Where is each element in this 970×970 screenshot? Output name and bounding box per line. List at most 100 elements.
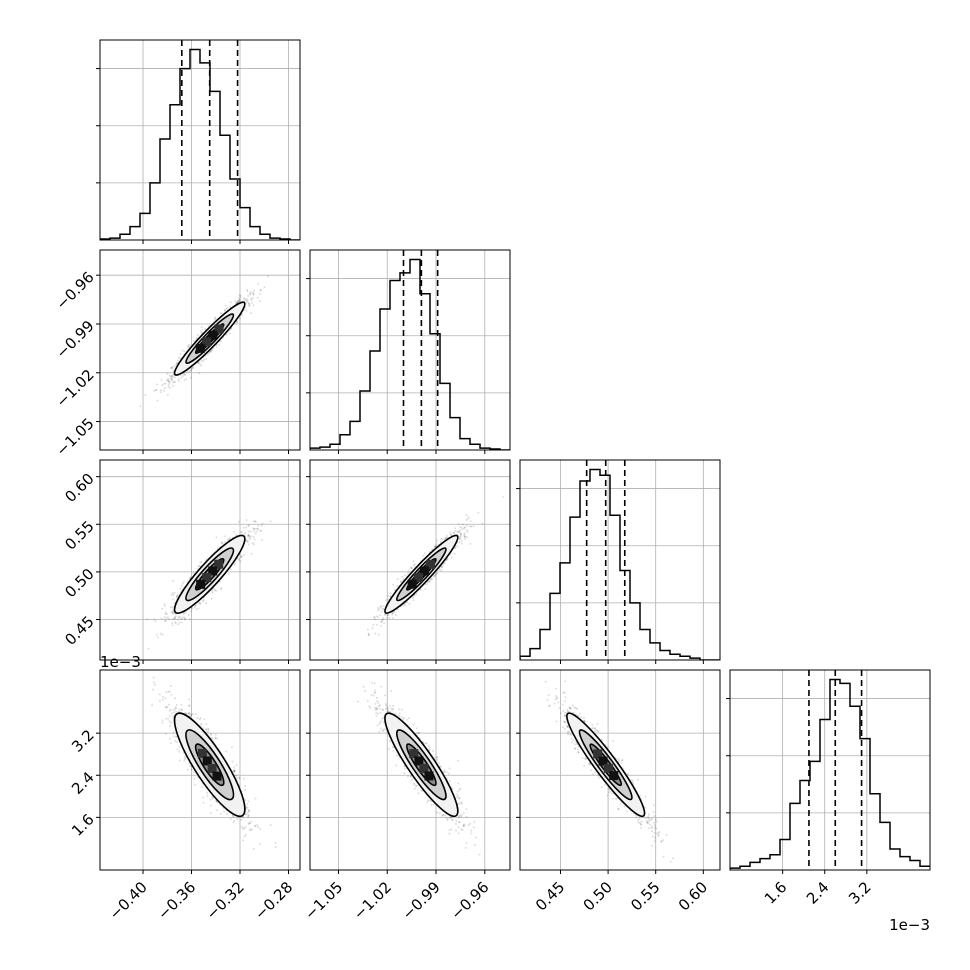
sample-point xyxy=(410,567,413,570)
sample-point xyxy=(433,575,436,578)
sample-point xyxy=(251,542,254,545)
sample-point xyxy=(183,350,186,353)
sample-point xyxy=(367,632,370,635)
sample-point xyxy=(245,519,248,522)
sample-point xyxy=(466,517,469,520)
y-tick-label: −1.05 xyxy=(52,414,97,459)
sample-point xyxy=(233,769,236,772)
sample-point xyxy=(167,377,170,380)
sample-point xyxy=(169,376,172,379)
sample-point xyxy=(391,612,394,615)
sample-point xyxy=(439,540,442,543)
sample-point xyxy=(171,621,174,624)
sample-point xyxy=(245,301,248,304)
sample-point xyxy=(458,536,461,539)
sample-point xyxy=(246,806,249,809)
sample-point xyxy=(170,366,173,369)
sample-point xyxy=(465,519,468,522)
sample-point xyxy=(429,578,432,581)
sample-point xyxy=(178,615,181,618)
sample-point xyxy=(410,567,413,570)
sample-point xyxy=(256,527,259,530)
sample-point xyxy=(248,535,251,538)
sample-point xyxy=(440,569,443,572)
sample-point xyxy=(257,524,260,527)
sample-point xyxy=(185,378,188,381)
sample-point xyxy=(413,563,416,566)
sample-point xyxy=(249,536,252,539)
sample-point xyxy=(189,376,192,379)
sample-point xyxy=(250,312,253,315)
sample-point xyxy=(441,564,444,567)
sample-point xyxy=(174,617,177,620)
sample-point xyxy=(459,526,462,529)
sample-point xyxy=(153,681,156,684)
sample-point xyxy=(163,616,166,619)
sample-point xyxy=(179,587,182,590)
sample-point xyxy=(169,606,172,609)
sample-point xyxy=(229,332,232,335)
sample-point xyxy=(200,364,203,367)
sample-point xyxy=(187,614,190,617)
sample-point xyxy=(225,333,228,336)
sample-point xyxy=(387,598,390,601)
sample-point xyxy=(412,596,415,599)
sample-point xyxy=(220,541,223,544)
sample-point xyxy=(394,614,397,617)
sample-point xyxy=(247,302,250,305)
sample-point xyxy=(256,530,259,533)
sample-point xyxy=(379,614,382,617)
sample-point xyxy=(169,742,172,745)
sample-point xyxy=(377,606,380,609)
panel-0-0 xyxy=(96,39,301,244)
sample-point xyxy=(224,304,227,307)
sample-point xyxy=(242,816,245,819)
sample-point xyxy=(168,715,171,718)
sample-point xyxy=(269,520,272,523)
panel-frame xyxy=(309,459,511,661)
sample-point xyxy=(173,364,176,367)
sample-point xyxy=(446,558,449,561)
sample-point xyxy=(156,399,159,402)
sample-point xyxy=(457,530,460,533)
sample-point xyxy=(201,328,204,331)
sample-point xyxy=(242,297,245,300)
sample-point xyxy=(173,592,176,595)
density-core-1-0 xyxy=(202,337,212,347)
density-core-1-0 xyxy=(214,324,224,334)
sample-point xyxy=(456,530,459,533)
sample-point xyxy=(221,542,224,545)
density-core-1-0 xyxy=(195,343,205,353)
sample-point xyxy=(189,370,192,373)
sample-point xyxy=(211,588,214,591)
sample-point xyxy=(230,327,233,330)
sample-point xyxy=(171,618,174,621)
sample-point xyxy=(202,727,205,730)
sample-point xyxy=(177,623,180,626)
sample-point xyxy=(254,527,257,530)
sample-point xyxy=(245,526,248,529)
sample-point xyxy=(463,535,466,538)
density-core-2-1 xyxy=(407,579,417,589)
sample-point xyxy=(245,539,248,542)
sample-point xyxy=(222,810,225,813)
sample-point xyxy=(178,380,181,383)
panel-1-1 xyxy=(306,249,511,454)
sample-point xyxy=(153,683,156,686)
sample-point xyxy=(238,294,241,297)
sample-point xyxy=(192,771,195,774)
sample-point xyxy=(257,282,260,285)
y-tick-label: 0.60 xyxy=(61,470,97,506)
sample-point xyxy=(168,709,171,712)
sample-point xyxy=(463,532,466,535)
sample-point xyxy=(250,535,253,538)
sample-point xyxy=(174,739,177,742)
sample-point xyxy=(161,719,164,722)
sample-point xyxy=(173,381,176,384)
sample-point xyxy=(241,531,244,534)
sample-point xyxy=(156,383,159,386)
sample-point xyxy=(188,711,191,714)
sample-point xyxy=(445,535,448,538)
sample-point xyxy=(201,786,204,789)
sample-point xyxy=(260,524,263,527)
